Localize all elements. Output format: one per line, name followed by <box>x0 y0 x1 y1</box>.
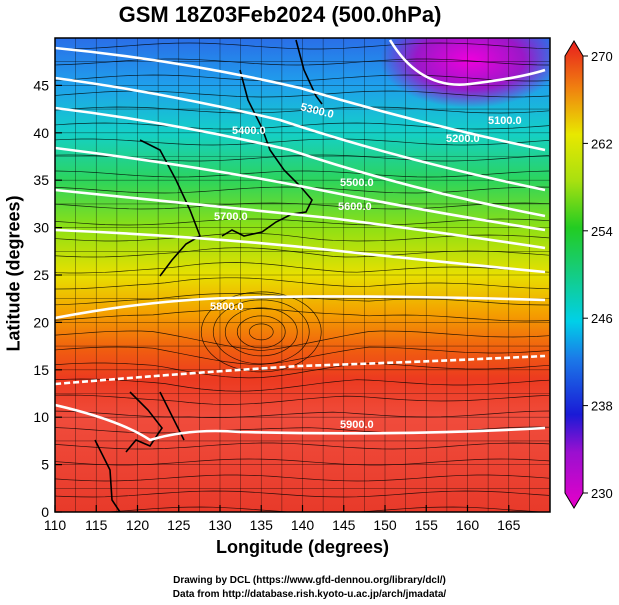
y-tick-label: 35 <box>33 172 49 188</box>
colorbar-bar <box>564 40 584 509</box>
streamline <box>55 394 550 405</box>
swirl-streamline <box>224 307 298 357</box>
contour-label: 5200.0 <box>446 133 480 145</box>
y-tick-label: 25 <box>33 267 49 283</box>
y-tick-label: 15 <box>33 362 49 378</box>
y-axis: 0 5 10 15 20 25 30 35 40 45 <box>33 77 62 520</box>
contour-label: 5100.0 <box>488 115 522 127</box>
y-tick-label: 0 <box>41 504 49 520</box>
contour-label: 5400.0 <box>232 125 266 137</box>
x-axis-label: Longitude (degrees) <box>215 537 389 557</box>
streamline <box>55 378 550 392</box>
contour-label: 5900.0 <box>340 419 374 431</box>
streamline <box>55 410 550 418</box>
colorbar-tick-label: 230 <box>591 486 613 501</box>
streamline <box>55 308 550 322</box>
colorbar-tick-label: 238 <box>591 399 613 414</box>
contour-5500 <box>55 146 546 232</box>
sakhalin-coastline <box>295 39 323 105</box>
colorbar-ticks: 230 238 246 254 262 270 <box>583 49 613 501</box>
x-tick-label: 120 <box>126 517 150 533</box>
contour-5100 <box>388 39 546 86</box>
streamline <box>55 330 550 352</box>
swirl-streamline <box>236 315 286 349</box>
x-tick-label: 155 <box>415 517 439 533</box>
colorbar-tick-label: 262 <box>591 136 613 151</box>
japan-coastline <box>221 69 313 237</box>
streamline <box>55 202 550 210</box>
indochina-coastline <box>94 439 121 512</box>
x-tick-label: 150 <box>373 517 397 533</box>
y-tick-label: 5 <box>41 457 49 473</box>
streamline <box>55 362 550 379</box>
streamline <box>55 474 550 482</box>
streamline <box>55 106 550 114</box>
colorbar-tick-label: 270 <box>591 49 613 64</box>
contour-5800 <box>55 295 546 320</box>
contour-label: 5500.0 <box>340 177 374 189</box>
streamline <box>98 506 549 512</box>
swirl-streamline <box>248 323 274 341</box>
coastlines <box>94 39 323 512</box>
contour-label: 5600.0 <box>338 201 372 213</box>
colorbar-tick-label: 246 <box>591 311 613 326</box>
contour-5900 <box>55 403 546 442</box>
height-contours <box>55 39 546 442</box>
x-tick-label: 110 <box>44 517 67 533</box>
y-tick-label: 20 <box>33 314 49 330</box>
colorbar: 230 238 246 254 262 270 <box>564 40 613 509</box>
contour-5300 <box>55 76 546 192</box>
streamline <box>55 186 550 194</box>
x-tick-label: 140 <box>291 517 315 533</box>
y-tick-label: 40 <box>33 125 49 141</box>
streamline <box>55 74 550 82</box>
y-tick-label: 30 <box>33 220 49 236</box>
contour-label: 5800.0 <box>210 301 244 313</box>
asia-coastline <box>139 139 201 277</box>
contour-label: 5700.0 <box>214 211 248 223</box>
streamline <box>55 170 550 178</box>
streamline <box>55 218 550 226</box>
streamline <box>55 90 550 98</box>
streamline <box>55 490 550 498</box>
contour-5850 <box>55 354 546 386</box>
contour-5400 <box>55 106 546 218</box>
colorbar-tick-label: 254 <box>591 224 613 239</box>
streamline <box>55 58 550 66</box>
contour-5200 <box>55 46 546 152</box>
streamline <box>55 138 550 146</box>
x-tick-label: 125 <box>167 517 191 533</box>
x-tick-label: 135 <box>250 517 274 533</box>
streamline <box>55 458 550 466</box>
cold-low-region <box>380 38 550 108</box>
swirl-streamline <box>212 299 310 365</box>
swirl-streamline <box>200 291 322 373</box>
y-tick-label: 10 <box>33 409 49 425</box>
credit-data: Data from http://database.rish.kyoto-u.a… <box>172 589 447 600</box>
x-tick-label: 165 <box>497 517 521 533</box>
x-tick-label: 145 <box>332 517 356 533</box>
x-tick-label: 115 <box>85 517 108 533</box>
contour-5600 <box>55 188 546 250</box>
streamline <box>55 262 550 274</box>
x-tick-label: 130 <box>208 517 232 533</box>
y-axis-label: Latitude (degrees) <box>3 195 24 352</box>
streamlines <box>55 42 550 512</box>
chart-title: GSM 18Z03Feb2024 (500.0hPa) <box>118 2 442 27</box>
streamline <box>55 346 550 365</box>
y-tick-label: 45 <box>33 77 49 93</box>
streamline <box>55 42 550 50</box>
credit-drawing: Drawing by DCL (https://www.gfd-dennou.o… <box>173 575 446 586</box>
streamline <box>55 277 550 290</box>
contour-5700 <box>55 228 546 274</box>
x-axis: 110 115 120 125 130 135 140 145 150 155 160 165 <box>44 505 521 533</box>
streamline <box>55 247 550 258</box>
x-tick-label: 160 <box>456 517 480 533</box>
